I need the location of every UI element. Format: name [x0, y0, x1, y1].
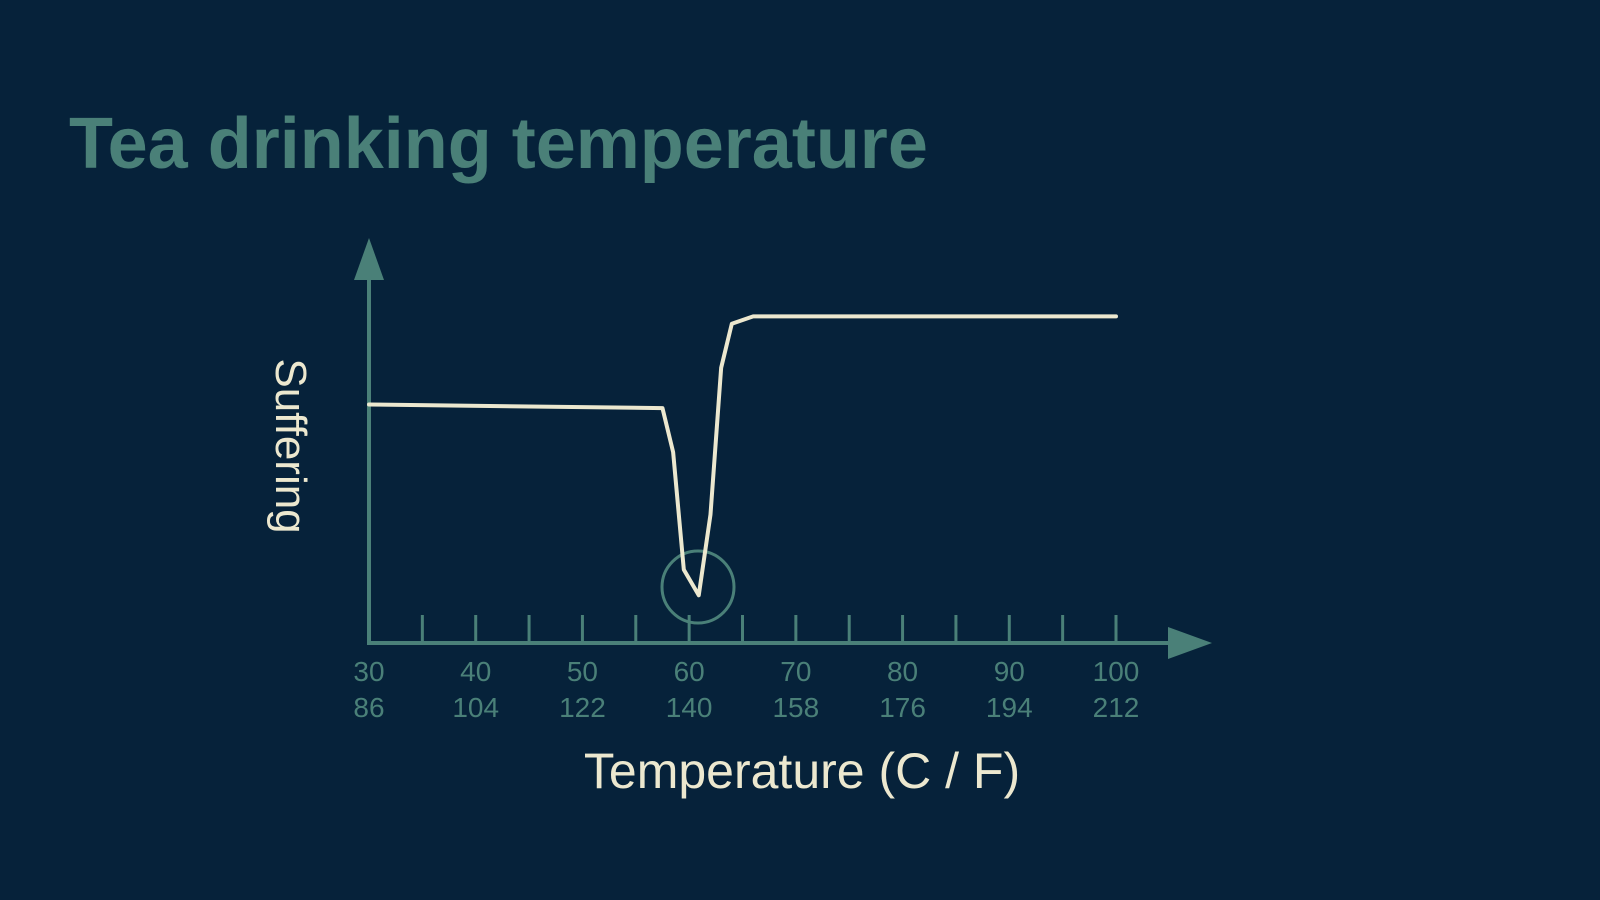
x-tick-label: 30	[353, 656, 384, 687]
x-tick-label: 40	[460, 656, 491, 687]
x-tick-label-secondary: 194	[986, 692, 1033, 723]
x-axis-arrow	[1168, 627, 1212, 659]
x-tick-label-secondary: 140	[666, 692, 713, 723]
x-tick-label-secondary: 86	[353, 692, 384, 723]
x-tick-label: 70	[780, 656, 811, 687]
y-axis-title: Suffering	[266, 358, 315, 533]
x-tick-label-secondary: 212	[1093, 692, 1140, 723]
y-axis-arrow	[354, 238, 384, 280]
x-tick-label: 60	[674, 656, 705, 687]
x-tick-label-secondary: 158	[772, 692, 819, 723]
x-tick-label-secondary: 176	[879, 692, 926, 723]
x-tick-label: 100	[1093, 656, 1140, 687]
highlight-circle	[660, 549, 736, 625]
x-tick-label-secondary: 122	[559, 692, 606, 723]
x-tick-label: 80	[887, 656, 918, 687]
x-axis-title: Temperature (C / F)	[584, 743, 1020, 799]
x-tick-label: 50	[567, 656, 598, 687]
x-tick-label: 90	[994, 656, 1025, 687]
chart-title: Tea drinking temperature	[69, 104, 928, 184]
line-series	[367, 314, 1118, 598]
x-tick-label-secondary: 104	[452, 692, 499, 723]
